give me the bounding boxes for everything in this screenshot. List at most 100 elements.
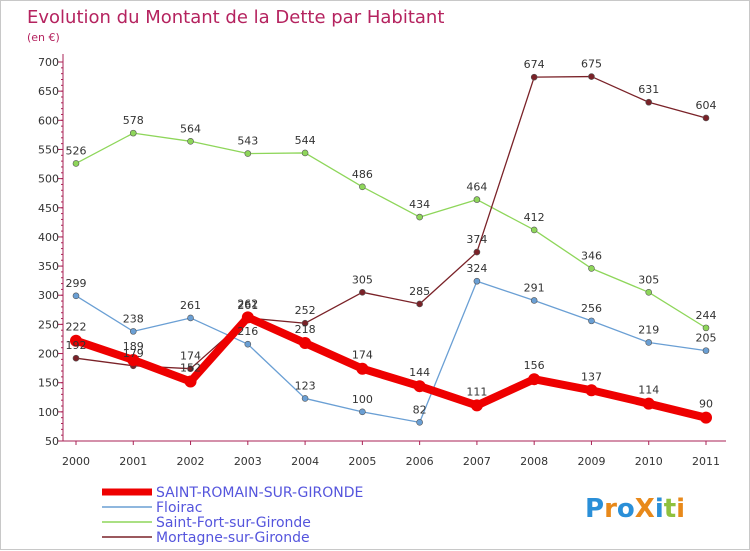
data-label: 144 <box>409 366 430 379</box>
data-label: 346 <box>581 249 602 262</box>
data-label: 111 <box>466 385 487 398</box>
chart-subtitle: (en €) <box>27 31 60 44</box>
data-label: 564 <box>180 122 201 135</box>
data-label: 90 <box>699 398 713 411</box>
data-point <box>530 297 538 304</box>
data-label: 219 <box>638 323 659 336</box>
data-label: 631 <box>638 83 659 96</box>
x-tick-label: 2003 <box>234 455 262 468</box>
data-point <box>528 373 541 386</box>
legend: SAINT-ROMAIN-SUR-GIRONDEFloiracSaint-For… <box>102 485 363 546</box>
y-tick-label: 200 <box>38 348 59 361</box>
x-tick-label: 2009 <box>577 455 605 468</box>
data-label: 285 <box>409 285 430 298</box>
data-point <box>642 397 655 410</box>
data-label: 578 <box>123 114 144 127</box>
data-point <box>72 292 80 300</box>
y-tick-label: 700 <box>38 56 59 69</box>
data-point <box>359 289 366 296</box>
data-labels: 526 578 564 543 544 486 434 464 412 346 305 244 299 2… <box>66 58 717 417</box>
data-label: 216 <box>237 325 258 338</box>
data-label: 412 <box>524 211 545 224</box>
data-point <box>359 183 366 191</box>
data-point <box>473 277 481 285</box>
logo-text: ProXiti <box>585 494 685 524</box>
data-point <box>129 129 137 137</box>
data-label: 262 <box>237 297 258 310</box>
y-tick-label: 150 <box>38 377 59 390</box>
data-label: 252 <box>295 304 316 317</box>
series-layer <box>70 73 712 426</box>
data-label: 156 <box>524 359 545 372</box>
data-point <box>645 289 653 296</box>
data-point <box>416 213 423 221</box>
data-label: 305 <box>638 273 659 286</box>
y-tick-label: 250 <box>38 318 59 331</box>
data-label: 244 <box>696 309 717 322</box>
proxiti-logo: ProXiti <box>585 494 685 524</box>
data-label: 192 <box>66 339 87 352</box>
data-label: 100 <box>352 393 373 406</box>
data-label: 174 <box>180 350 201 363</box>
data-point <box>645 339 653 346</box>
data-point <box>702 114 710 122</box>
data-point <box>356 362 369 375</box>
data-point <box>241 311 254 324</box>
y-tick-label: 650 <box>38 85 59 98</box>
data-point <box>702 347 710 354</box>
y-tick-label: 500 <box>38 173 59 186</box>
y-tick-label: 50 <box>45 435 59 448</box>
y-tick-label: 400 <box>38 231 59 244</box>
legend-label: SAINT-ROMAIN-SUR-GIRONDE <box>156 485 363 501</box>
data-point <box>416 300 423 308</box>
data-point <box>530 73 538 81</box>
data-label: 261 <box>180 299 201 312</box>
data-label: 152 <box>180 362 201 375</box>
data-label: 374 <box>466 233 487 246</box>
data-point <box>301 395 309 402</box>
data-point <box>473 196 481 203</box>
data-label: 174 <box>352 349 373 362</box>
data-point <box>588 73 595 80</box>
data-label: 238 <box>123 312 144 325</box>
data-label: 464 <box>466 181 487 194</box>
data-label: 543 <box>237 135 258 148</box>
data-point <box>244 340 252 348</box>
y-tick-label: 600 <box>38 114 59 127</box>
data-label: 261 <box>237 299 258 312</box>
x-tick-label: 2010 <box>635 455 663 468</box>
data-label: 291 <box>524 281 545 294</box>
data-label: 218 <box>295 323 316 336</box>
data-label: 222 <box>66 321 87 334</box>
data-point <box>588 317 595 325</box>
data-label: 674 <box>524 58 545 71</box>
data-label: 189 <box>123 340 144 353</box>
data-label: 137 <box>581 370 602 383</box>
data-point <box>700 411 712 424</box>
legend-label: Saint-Fort-sur-Gironde <box>156 515 311 531</box>
x-tick-label: 2011 <box>692 455 720 468</box>
data-point <box>702 324 710 332</box>
data-point <box>470 399 483 412</box>
axes: 50 100 150 200 250 300 350 400 450 500 550 600 650 70… <box>38 54 726 468</box>
x-tick-label: 2007 <box>463 455 491 468</box>
y-tick-label: 450 <box>38 202 59 215</box>
series-line-2 <box>75 280 707 423</box>
data-label: 526 <box>66 144 87 157</box>
data-label: 434 <box>409 198 430 211</box>
data-point <box>416 419 423 426</box>
data-point <box>530 226 538 234</box>
data-label: 305 <box>352 273 373 286</box>
data-label: 544 <box>295 134 316 147</box>
series-line-1 <box>72 313 710 422</box>
data-label: 604 <box>696 99 717 112</box>
y-tick-label: 350 <box>38 260 59 273</box>
data-point <box>299 337 312 350</box>
data-label: 82 <box>413 403 427 416</box>
series-line-4 <box>75 75 707 370</box>
data-point <box>184 375 197 388</box>
data-point <box>588 265 595 272</box>
x-tick-label: 2006 <box>406 455 434 468</box>
data-point <box>359 408 366 416</box>
